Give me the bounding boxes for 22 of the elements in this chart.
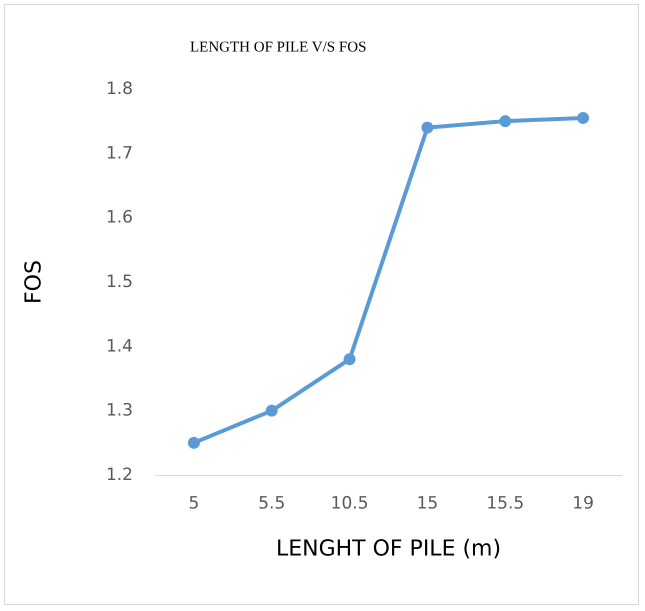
x-tick-label: 19 bbox=[572, 494, 594, 514]
x-axis-title: LENGHT OF PILE (m) bbox=[276, 536, 502, 562]
point bbox=[266, 404, 278, 417]
y-tick-label: 1.6 bbox=[106, 208, 133, 228]
y-tick-label: 1.5 bbox=[106, 272, 133, 292]
y-tick-label: 1.2 bbox=[106, 465, 133, 485]
y-tick-label: 1.8 bbox=[106, 79, 133, 99]
chart-title: LENGTH OF PILE V/S FOS bbox=[190, 40, 366, 56]
point bbox=[188, 436, 200, 449]
x-tick-label: 15 bbox=[416, 494, 438, 514]
point bbox=[499, 115, 512, 128]
point bbox=[421, 122, 434, 134]
y-axis-title: FOS bbox=[22, 260, 46, 304]
x-tick-label: 10.5 bbox=[330, 494, 369, 514]
x-tick-label: 15.5 bbox=[486, 494, 524, 514]
x-tick-label: 5 bbox=[188, 494, 200, 514]
y-tick-label: 1.7 bbox=[106, 143, 133, 164]
point bbox=[577, 112, 590, 124]
x-tick-label: 5.5 bbox=[258, 494, 286, 514]
point bbox=[344, 353, 356, 366]
y-tick-label: 1.3 bbox=[106, 400, 133, 421]
y-tick-label: 1.4 bbox=[106, 336, 133, 356]
